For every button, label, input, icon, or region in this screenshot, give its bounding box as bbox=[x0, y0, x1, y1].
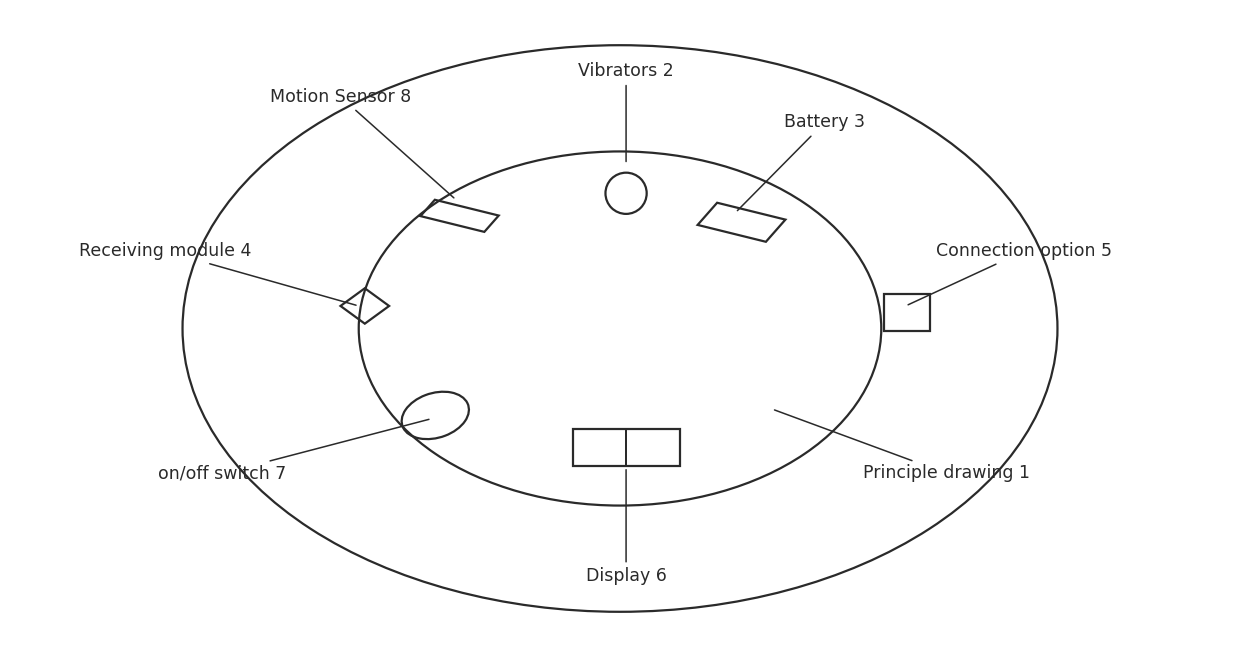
Text: on/off switch 7: on/off switch 7 bbox=[159, 419, 429, 482]
Text: Connection option 5: Connection option 5 bbox=[908, 242, 1112, 305]
Text: Battery 3: Battery 3 bbox=[738, 114, 866, 211]
Text: Display 6: Display 6 bbox=[585, 470, 667, 585]
Text: Motion Sensor 8: Motion Sensor 8 bbox=[270, 88, 454, 198]
Text: Vibrators 2: Vibrators 2 bbox=[578, 62, 675, 162]
Text: Receiving module 4: Receiving module 4 bbox=[79, 242, 356, 306]
Text: Principle drawing 1: Principle drawing 1 bbox=[775, 410, 1030, 482]
